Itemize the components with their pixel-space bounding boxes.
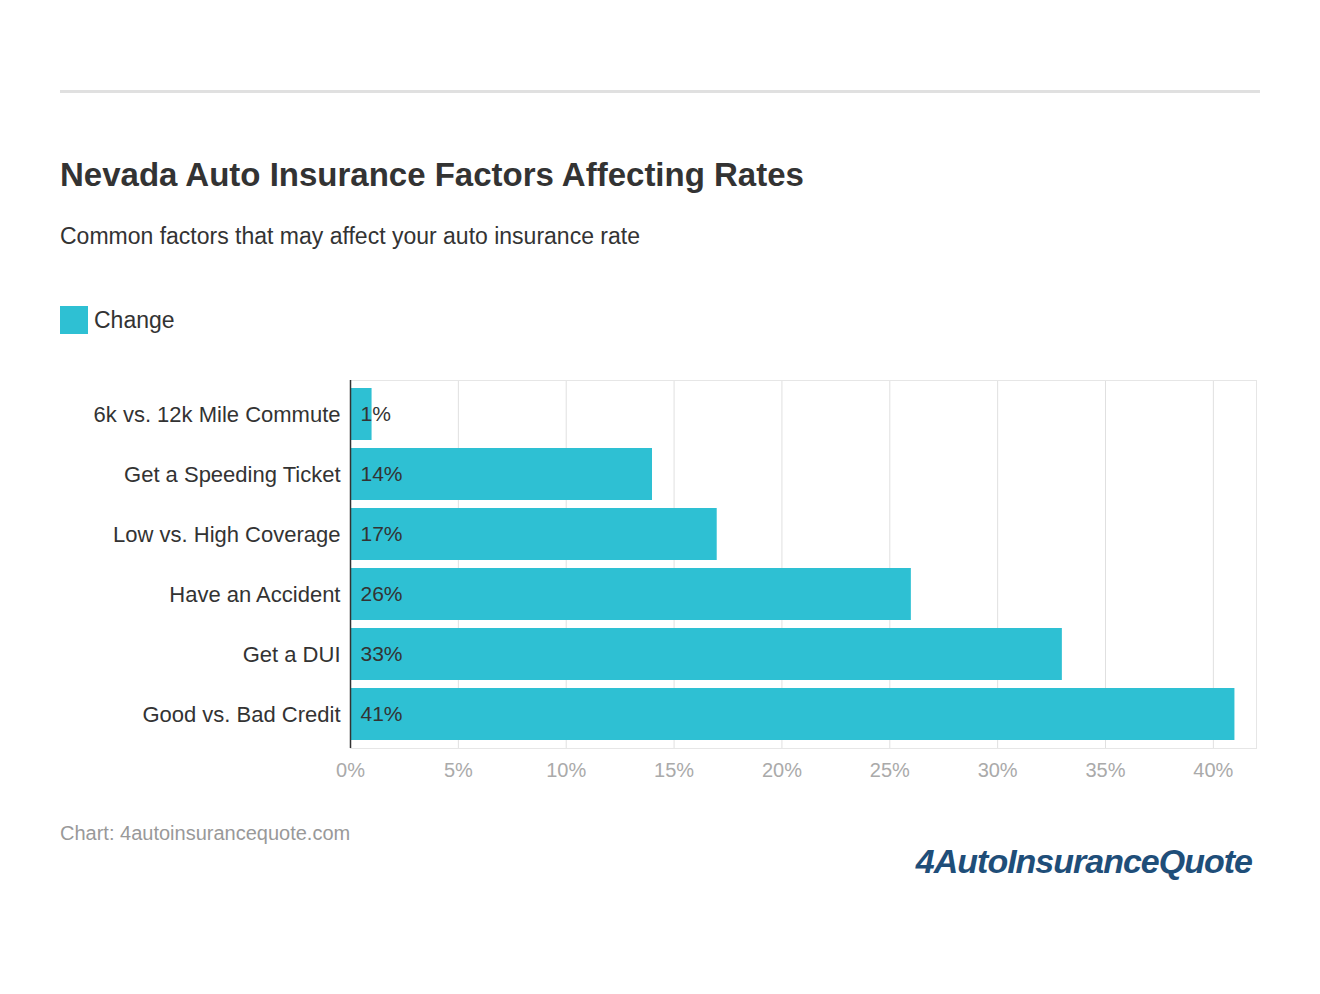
svg-text:20%: 20% bbox=[762, 759, 802, 781]
svg-text:41%: 41% bbox=[361, 702, 403, 725]
html-text:Common factors that may affect: Common factors that may affect your auto… bbox=[60, 223, 640, 249]
svg-text:26%: 26% bbox=[361, 582, 403, 605]
svg-text:14%: 14% bbox=[361, 462, 403, 485]
svg-text:40%: 40% bbox=[1193, 759, 1233, 781]
svg-text:Have an Accident: Have an Accident bbox=[169, 582, 340, 607]
html-text:4AutoInsuranceQuote: 4AutoInsuranceQuote bbox=[915, 842, 1252, 880]
html-text:Chart: 4autoinsurancequote.com: Chart: 4autoinsurancequote.com bbox=[60, 822, 351, 844]
svg-text:Low vs. High Coverage: Low vs. High Coverage bbox=[113, 522, 340, 547]
svg-text:6k vs. 12k Mile Commute: 6k vs. 12k Mile Commute bbox=[94, 402, 341, 427]
svg-text:30%: 30% bbox=[978, 759, 1018, 781]
svg-text:Good vs. Bad Credit: Good vs. Bad Credit bbox=[142, 702, 340, 727]
html-text:Change: Change bbox=[94, 306, 175, 333]
svg-text:Get a Speeding Ticket: Get a Speeding Ticket bbox=[124, 462, 340, 487]
svg-text:Get a DUI: Get a DUI bbox=[243, 642, 341, 667]
svg-text:17%: 17% bbox=[361, 522, 403, 545]
html-text:Nevada Auto Insurance Factors: Nevada Auto Insurance Factors Affecting … bbox=[60, 156, 804, 193]
svg-text:15%: 15% bbox=[654, 759, 694, 781]
svg-text:5%: 5% bbox=[444, 759, 473, 781]
svg-text:0%: 0% bbox=[336, 759, 365, 781]
svg-text:33%: 33% bbox=[361, 642, 403, 665]
svg-text:35%: 35% bbox=[1085, 759, 1125, 781]
svg-text:10%: 10% bbox=[546, 759, 586, 781]
svg-text:25%: 25% bbox=[870, 759, 910, 781]
svg-text:1%: 1% bbox=[361, 402, 391, 425]
